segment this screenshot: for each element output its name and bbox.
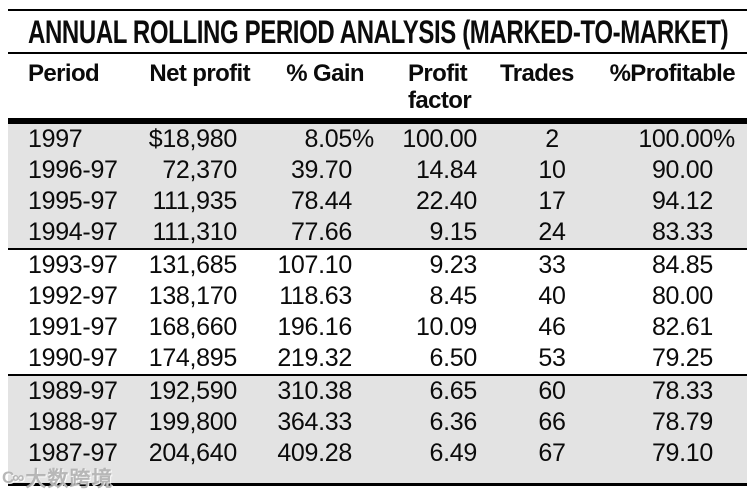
- page-title: ANNUAL ROLLING PERIOD ANALYSIS (MARKED-T…: [28, 14, 729, 50]
- col-header-period: Period: [8, 54, 126, 124]
- col-header-trades: Trades: [484, 54, 590, 124]
- gain-cell: 310.38: [250, 374, 384, 407]
- trades-cell: 10: [538, 156, 566, 184]
- period-cell: 1991-97: [28, 313, 118, 341]
- trades-cell: 66: [538, 408, 566, 436]
- net-profit-cell: 111,935: [152, 187, 237, 215]
- net-profit-cell: 168,660: [148, 313, 238, 341]
- gain-cell: 8.05%: [250, 121, 384, 155]
- gain-cell: 409.28: [277, 439, 352, 467]
- net-profit-cell: $18,980: [148, 125, 238, 153]
- watermark-logo-icon: C∞: [2, 468, 24, 487]
- table-row: 1991-97 168,660 196.16 10.09 46 82.61: [8, 312, 747, 343]
- profitable-cell: 94.12: [651, 187, 713, 215]
- gain-cell: 107.10: [250, 248, 384, 281]
- table-row: 1997 $18,980 8.05% 100.00 2 100.00%: [8, 121, 747, 155]
- profit-factor-cell: 6.36: [429, 408, 478, 436]
- table-row: 1992-97 138,170 118.63 8.45 40 80.00: [8, 281, 747, 312]
- watermark: C∞ 大数跨境: [2, 463, 113, 493]
- net-profit-cell: 111,310: [152, 218, 237, 246]
- gain-cell: 39.70: [290, 156, 352, 184]
- profitable-cell: 78.79: [651, 408, 713, 436]
- title-divider: [8, 52, 747, 54]
- period-cell: 1993-97: [8, 248, 126, 281]
- period-cell: 1990-97: [28, 344, 118, 372]
- trades-cell: 46: [538, 313, 566, 341]
- percent-suffix: %: [352, 125, 374, 153]
- profitable-cell: 78.33: [590, 374, 747, 407]
- net-profit-cell: 174,895: [148, 344, 238, 372]
- profitable-cell: 79.25: [651, 344, 713, 372]
- gain-cell: 77.66: [290, 218, 352, 246]
- trades-cell: 17: [538, 187, 566, 215]
- gain-cell: 118.63: [279, 282, 352, 310]
- header-row: Period Net profit % Gain Profit factor Tr…: [8, 54, 747, 124]
- net-profit-cell: 138,170: [148, 282, 238, 310]
- net-profit-cell: 131,685: [126, 248, 250, 281]
- trades-cell: 24: [538, 218, 566, 246]
- period-cell: 1992-97: [28, 282, 118, 310]
- period-cell: 1994-97: [28, 218, 118, 246]
- table-row: 1995-97 111,935 78.44 22.40 17 94.12: [8, 186, 747, 217]
- profit-factor-cell: 100.00: [402, 125, 477, 153]
- col-header-net-profit: Net profit: [126, 54, 251, 124]
- table-row: 1990-97 174,895 219.32 6.50 53 79.25: [8, 343, 747, 375]
- profit-factor-cell: 6.65: [384, 374, 484, 407]
- profitable-cell: 83.33: [651, 218, 713, 246]
- net-profit-cell: 204,640: [148, 439, 238, 467]
- trades-cell: 60: [484, 374, 590, 407]
- profit-factor-cell: 22.40: [415, 187, 477, 215]
- profitable-cell: 100.00%: [638, 125, 735, 153]
- net-profit-cell: 192,590: [126, 374, 250, 407]
- net-profit-cell: 72,370: [162, 156, 237, 184]
- col-header-profit-factor: Profit factor: [384, 54, 484, 124]
- percent-suffix: %: [713, 125, 735, 153]
- profit-factor-cell: 14.84: [415, 156, 477, 184]
- gain-cell: 196.16: [277, 313, 352, 341]
- col-header-gain: % Gain: [250, 54, 384, 124]
- trades-cell: 40: [538, 282, 566, 310]
- profit-factor-cell: 6.50: [429, 344, 478, 372]
- profit-factor-cell: 6.49: [429, 439, 478, 467]
- table-row: 1987-97 204,640 409.28 6.49 67 79.10: [8, 438, 747, 469]
- table-row: 1994-97 111,310 77.66 9.15 24 83.33: [8, 217, 747, 249]
- gain-cell: 219.32: [277, 344, 352, 372]
- period-cell: 1987-97: [28, 439, 118, 467]
- watermark-text: 大数跨境: [25, 468, 114, 491]
- table-row: 1993-97 131,685 107.10 9.23 33 84.85: [8, 248, 747, 281]
- profitable-cell: 82.61: [651, 313, 713, 341]
- profitable-cell: 90.00: [651, 156, 713, 184]
- period-cell: 1988-97: [28, 408, 118, 436]
- col-header-profitable: %Profitable: [590, 54, 747, 124]
- top-rule: [8, 9, 747, 11]
- period-cell: 1997: [28, 125, 83, 153]
- table-row: 1988-97 199,800 364.33 6.36 66 78.79: [8, 407, 747, 438]
- net-profit-cell: 199,800: [148, 408, 238, 436]
- profitable-cell: 80.00: [651, 282, 713, 310]
- profitable-cell: 79.10: [651, 439, 713, 467]
- trades-cell: 67: [538, 439, 566, 467]
- group-spacer: [8, 469, 747, 485]
- profit-factor-cell: 9.15: [429, 218, 478, 246]
- trades-cell: 33: [484, 248, 590, 281]
- profitable-cell: 84.85: [590, 248, 747, 281]
- gain-cell: 364.33: [277, 408, 352, 436]
- gain-cell: 78.44: [290, 187, 352, 215]
- analysis-table: Period Net profit % Gain Profit factor Tr…: [8, 54, 747, 486]
- profit-factor-cell: 9.23: [384, 248, 484, 281]
- profit-factor-cell: 8.45: [429, 282, 478, 310]
- profit-factor-cell: 10.09: [415, 313, 477, 341]
- trades-cell: 2: [545, 125, 559, 153]
- period-cell: 1989-97: [8, 374, 126, 407]
- period-cell: 1995-97: [28, 187, 118, 215]
- trades-cell: 53: [538, 344, 566, 372]
- period-cell: 1996-97: [28, 156, 118, 184]
- table-row: 1989-97 192,590 310.38 6.65 60 78.33: [8, 374, 747, 407]
- table-row: 1996-97 72,370 39.70 14.84 10 90.00: [8, 155, 747, 186]
